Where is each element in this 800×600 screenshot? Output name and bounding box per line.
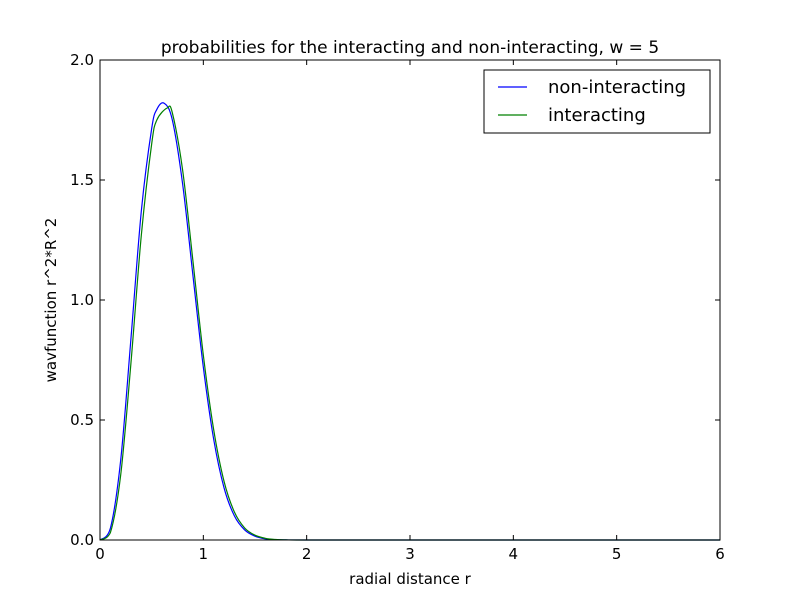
x-tick-label: 4 — [509, 545, 519, 563]
y-tick-label: 1.5 — [70, 171, 94, 189]
y-tick-label: 2.0 — [70, 51, 94, 69]
y-tick-label: 1.0 — [70, 291, 94, 309]
x-tick-label: 2 — [302, 545, 312, 563]
y-tick-labels: 0.0 0.5 1.0 1.5 2.0 — [70, 51, 94, 549]
y-tick-label: 0.5 — [70, 411, 94, 429]
y-axis-label: wavfunction r^2*R^2 — [42, 218, 60, 383]
x-axis-label: radial distance r — [349, 570, 472, 588]
x-tick-label: 5 — [612, 545, 622, 563]
plot-area — [99, 59, 721, 541]
x-tick-label: 6 — [715, 545, 725, 563]
legend-box — [483, 69, 711, 134]
chart-title: probabilities for the interacting and no… — [161, 38, 659, 58]
x-tick-labels: 0 1 2 3 4 5 6 — [95, 545, 725, 563]
y-tick-label: 0.0 — [70, 531, 94, 549]
x-tick-label: 0 — [95, 545, 105, 563]
legend-label-non-interacting: non-interacting — [548, 77, 686, 98]
x-tick-label: 1 — [199, 545, 209, 563]
axes-frame — [99, 59, 721, 541]
x-tick-label: 3 — [405, 545, 415, 563]
legend-label-interacting: interacting — [548, 105, 646, 126]
legend: non-interacting interacting — [483, 69, 711, 134]
